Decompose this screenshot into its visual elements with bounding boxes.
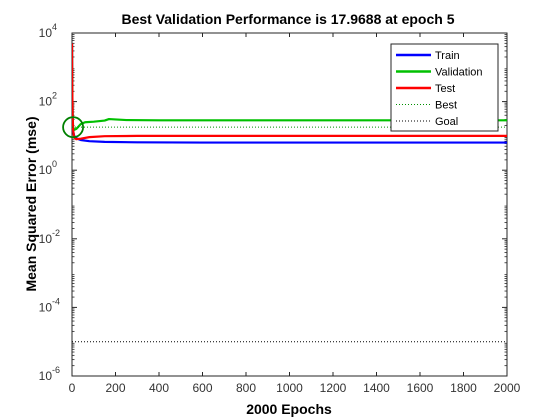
x-tick-label: 1400 — [363, 381, 390, 395]
legend-label-train: Train — [435, 50, 460, 62]
x-tick-label: 800 — [236, 381, 256, 395]
y-tick-label-base: 10 — [39, 163, 53, 177]
y-tick-label-exp: -4 — [52, 296, 60, 306]
x-tick-label: 1800 — [450, 381, 477, 395]
x-tick-label: 0 — [69, 381, 76, 395]
y-axis-label: Mean Squared Error (mse) — [23, 116, 39, 291]
x-tick-label: 200 — [105, 381, 125, 395]
x-tick-label: 1600 — [407, 381, 434, 395]
y-tick-label-base: 10 — [39, 232, 53, 246]
series-group — [72, 43, 507, 343]
series-line-test — [72, 43, 507, 141]
chart-title: Best Validation Performance is 17.9688 a… — [121, 11, 454, 27]
legend-label-test: Test — [435, 83, 455, 95]
y-tick-label-base: 10 — [39, 300, 53, 314]
legend-label-goal: Goal — [435, 116, 458, 128]
best-epoch-marker — [62, 116, 84, 139]
legend-label-validation: Validation — [435, 67, 483, 79]
x-tick-label: 2000 — [494, 381, 521, 395]
y-tick-label-exp: 4 — [52, 22, 57, 32]
y-tick-label-base: 10 — [39, 369, 53, 383]
y-tick-label-base: 10 — [39, 26, 53, 40]
y-tick-label-exp: -6 — [52, 365, 60, 375]
x-tick-label: 1200 — [320, 381, 347, 395]
y-tick-label-exp: -2 — [52, 228, 60, 238]
y-tick-label-exp: 2 — [52, 91, 57, 101]
legend-label-best: Best — [435, 100, 457, 112]
y-tick-label-exp: 0 — [52, 159, 57, 169]
y-tick-label-base: 10 — [39, 95, 53, 109]
x-tick-label: 1000 — [276, 381, 303, 395]
x-tick-label: 400 — [149, 381, 169, 395]
x-axis-label: 2000 Epochs — [246, 401, 332, 417]
x-tick-label: 600 — [192, 381, 212, 395]
legend: Train Validation Test Best Goal — [390, 43, 499, 132]
